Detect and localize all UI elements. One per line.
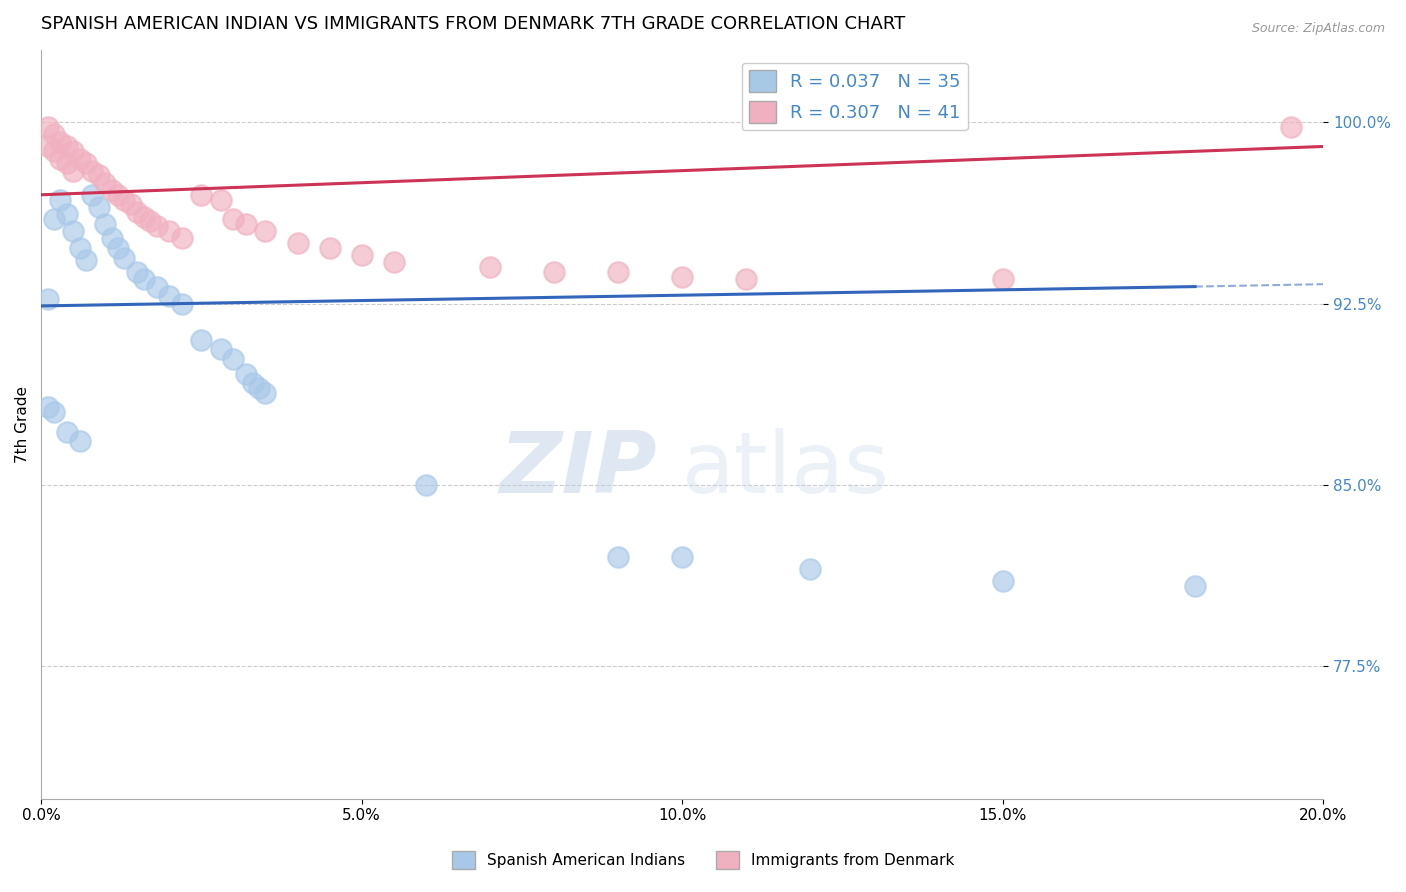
Point <box>75 252 97 267</box>
Point <box>87 169 110 183</box>
Point <box>94 217 117 231</box>
Point <box>382 255 405 269</box>
Text: Source: ZipAtlas.com: Source: ZipAtlas.com <box>1251 22 1385 36</box>
Point <box>37 292 59 306</box>
Point <box>127 204 149 219</box>
Point <box>1184 579 1206 593</box>
Point <box>157 224 180 238</box>
Point <box>49 193 72 207</box>
Point <box>55 139 77 153</box>
Point <box>75 156 97 170</box>
Point <box>172 231 194 245</box>
Point <box>222 211 245 226</box>
Point <box>42 128 65 142</box>
Point <box>55 207 77 221</box>
Point <box>107 187 129 202</box>
Point <box>37 120 59 135</box>
Point <box>100 231 122 245</box>
Point <box>235 367 257 381</box>
Point <box>671 550 693 565</box>
Point <box>318 241 340 255</box>
Point <box>671 269 693 284</box>
Point <box>107 241 129 255</box>
Point <box>287 236 309 251</box>
Point <box>478 260 501 275</box>
Point <box>254 224 277 238</box>
Point <box>991 574 1014 589</box>
Point <box>607 265 630 279</box>
Point <box>222 352 245 367</box>
Point <box>37 401 59 415</box>
Legend: R = 0.037   N = 35, R = 0.307   N = 41: R = 0.037 N = 35, R = 0.307 N = 41 <box>741 62 969 130</box>
Point <box>42 211 65 226</box>
Point <box>69 152 91 166</box>
Point <box>62 145 84 159</box>
Point <box>69 434 91 449</box>
Point <box>55 425 77 439</box>
Point <box>172 296 194 310</box>
Point <box>132 272 155 286</box>
Point <box>350 248 373 262</box>
Point <box>120 197 142 211</box>
Point <box>607 550 630 565</box>
Point <box>94 176 117 190</box>
Point <box>157 289 180 303</box>
Text: SPANISH AMERICAN INDIAN VS IMMIGRANTS FROM DENMARK 7TH GRADE CORRELATION CHART: SPANISH AMERICAN INDIAN VS IMMIGRANTS FR… <box>41 15 905 33</box>
Point <box>247 381 270 395</box>
Point <box>42 405 65 419</box>
Point <box>145 219 167 234</box>
Point <box>415 477 437 491</box>
Point <box>37 139 59 153</box>
Point <box>145 279 167 293</box>
Point <box>114 251 136 265</box>
Point <box>100 183 122 197</box>
Point <box>62 163 84 178</box>
Point <box>209 193 232 207</box>
Point <box>543 265 565 279</box>
Point <box>127 265 149 279</box>
Point <box>49 152 72 166</box>
Point <box>235 217 257 231</box>
Y-axis label: 7th Grade: 7th Grade <box>15 386 30 463</box>
Point <box>62 224 84 238</box>
Text: atlas: atlas <box>682 428 890 511</box>
Point <box>1279 120 1302 135</box>
Point <box>242 376 264 391</box>
Text: ZIP: ZIP <box>499 428 657 511</box>
Legend: Spanish American Indians, Immigrants from Denmark: Spanish American Indians, Immigrants fro… <box>446 845 960 875</box>
Point <box>735 272 758 286</box>
Point <box>132 210 155 224</box>
Point <box>87 200 110 214</box>
Point <box>190 187 212 202</box>
Point <box>190 333 212 347</box>
Point <box>799 562 821 576</box>
Point <box>82 187 104 202</box>
Point <box>55 156 77 170</box>
Point <box>991 272 1014 286</box>
Point <box>82 163 104 178</box>
Point <box>42 145 65 159</box>
Point <box>49 135 72 149</box>
Point <box>254 385 277 400</box>
Point <box>69 241 91 255</box>
Point <box>139 214 162 228</box>
Point <box>209 343 232 357</box>
Point <box>114 193 136 207</box>
